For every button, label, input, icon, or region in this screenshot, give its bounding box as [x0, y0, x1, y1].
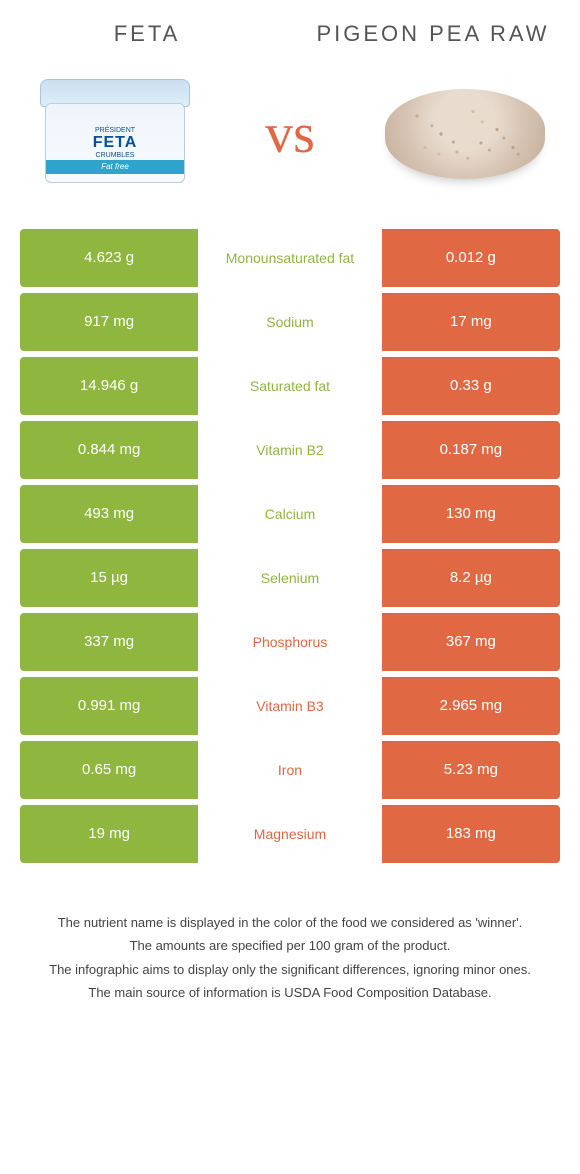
left-value-cell: 493 mg: [20, 485, 198, 543]
left-value-cell: 0.991 mg: [20, 677, 198, 735]
table-row: 917 mgSodium17 mg: [20, 293, 560, 351]
left-value-cell: 0.65 mg: [20, 741, 198, 799]
nutrient-name-cell: Vitamin B3: [198, 677, 382, 735]
vs-row: PRÉSIDENT FETA CRUMBLES Fat free vs: [0, 59, 580, 229]
right-value-cell: 0.187 mg: [382, 421, 560, 479]
table-row: 0.844 mgVitamin B20.187 mg: [20, 421, 560, 479]
left-value-cell: 917 mg: [20, 293, 198, 351]
right-value-cell: 2.965 mg: [382, 677, 560, 735]
nutrient-name-cell: Calcium: [198, 485, 382, 543]
table-row: 14.946 gSaturated fat0.33 g: [20, 357, 560, 415]
nutrient-name-cell: Selenium: [198, 549, 382, 607]
right-value-cell: 8.2 µg: [382, 549, 560, 607]
nutrient-name-cell: Vitamin B2: [198, 421, 382, 479]
table-row: 0.65 mgIron5.23 mg: [20, 741, 560, 799]
footer-line: The nutrient name is displayed in the co…: [30, 913, 550, 933]
nutrient-name-cell: Magnesium: [198, 805, 382, 863]
nutrient-name-cell: Monounsaturated fat: [198, 229, 382, 287]
nutrient-name-cell: Sodium: [198, 293, 382, 351]
left-food-title: FETA: [30, 20, 264, 49]
right-value-cell: 130 mg: [382, 485, 560, 543]
nutrient-name-cell: Phosphorus: [198, 613, 382, 671]
right-value-cell: 5.23 mg: [382, 741, 560, 799]
left-value-cell: 337 mg: [20, 613, 198, 671]
right-value-cell: 183 mg: [382, 805, 560, 863]
left-value-cell: 0.844 mg: [20, 421, 198, 479]
header: FETA PIGEON PEA RAW: [0, 0, 580, 59]
footer-notes: The nutrient name is displayed in the co…: [30, 913, 550, 1003]
left-food-image: PRÉSIDENT FETA CRUMBLES Fat free: [30, 69, 200, 199]
footer-line: The infographic aims to display only the…: [30, 960, 550, 980]
table-row: 4.623 gMonounsaturated fat0.012 g: [20, 229, 560, 287]
footer-line: The main source of information is USDA F…: [30, 983, 550, 1003]
left-value-cell: 15 µg: [20, 549, 198, 607]
nutrient-name-cell: Saturated fat: [198, 357, 382, 415]
table-row: 15 µgSelenium8.2 µg: [20, 549, 560, 607]
right-food-image: [380, 69, 550, 199]
table-row: 493 mgCalcium130 mg: [20, 485, 560, 543]
right-value-cell: 367 mg: [382, 613, 560, 671]
vs-label: vs: [265, 102, 315, 166]
left-value-cell: 19 mg: [20, 805, 198, 863]
right-value-cell: 0.33 g: [382, 357, 560, 415]
table-row: 19 mgMagnesium183 mg: [20, 805, 560, 863]
right-value-cell: 0.012 g: [382, 229, 560, 287]
right-food-title: PIGEON PEA RAW: [316, 20, 550, 49]
table-row: 337 mgPhosphorus367 mg: [20, 613, 560, 671]
left-value-cell: 4.623 g: [20, 229, 198, 287]
table-row: 0.991 mgVitamin B32.965 mg: [20, 677, 560, 735]
comparison-table: 4.623 gMonounsaturated fat0.012 g917 mgS…: [20, 229, 560, 863]
nutrient-name-cell: Iron: [198, 741, 382, 799]
footer-line: The amounts are specified per 100 gram o…: [30, 936, 550, 956]
left-value-cell: 14.946 g: [20, 357, 198, 415]
right-value-cell: 17 mg: [382, 293, 560, 351]
